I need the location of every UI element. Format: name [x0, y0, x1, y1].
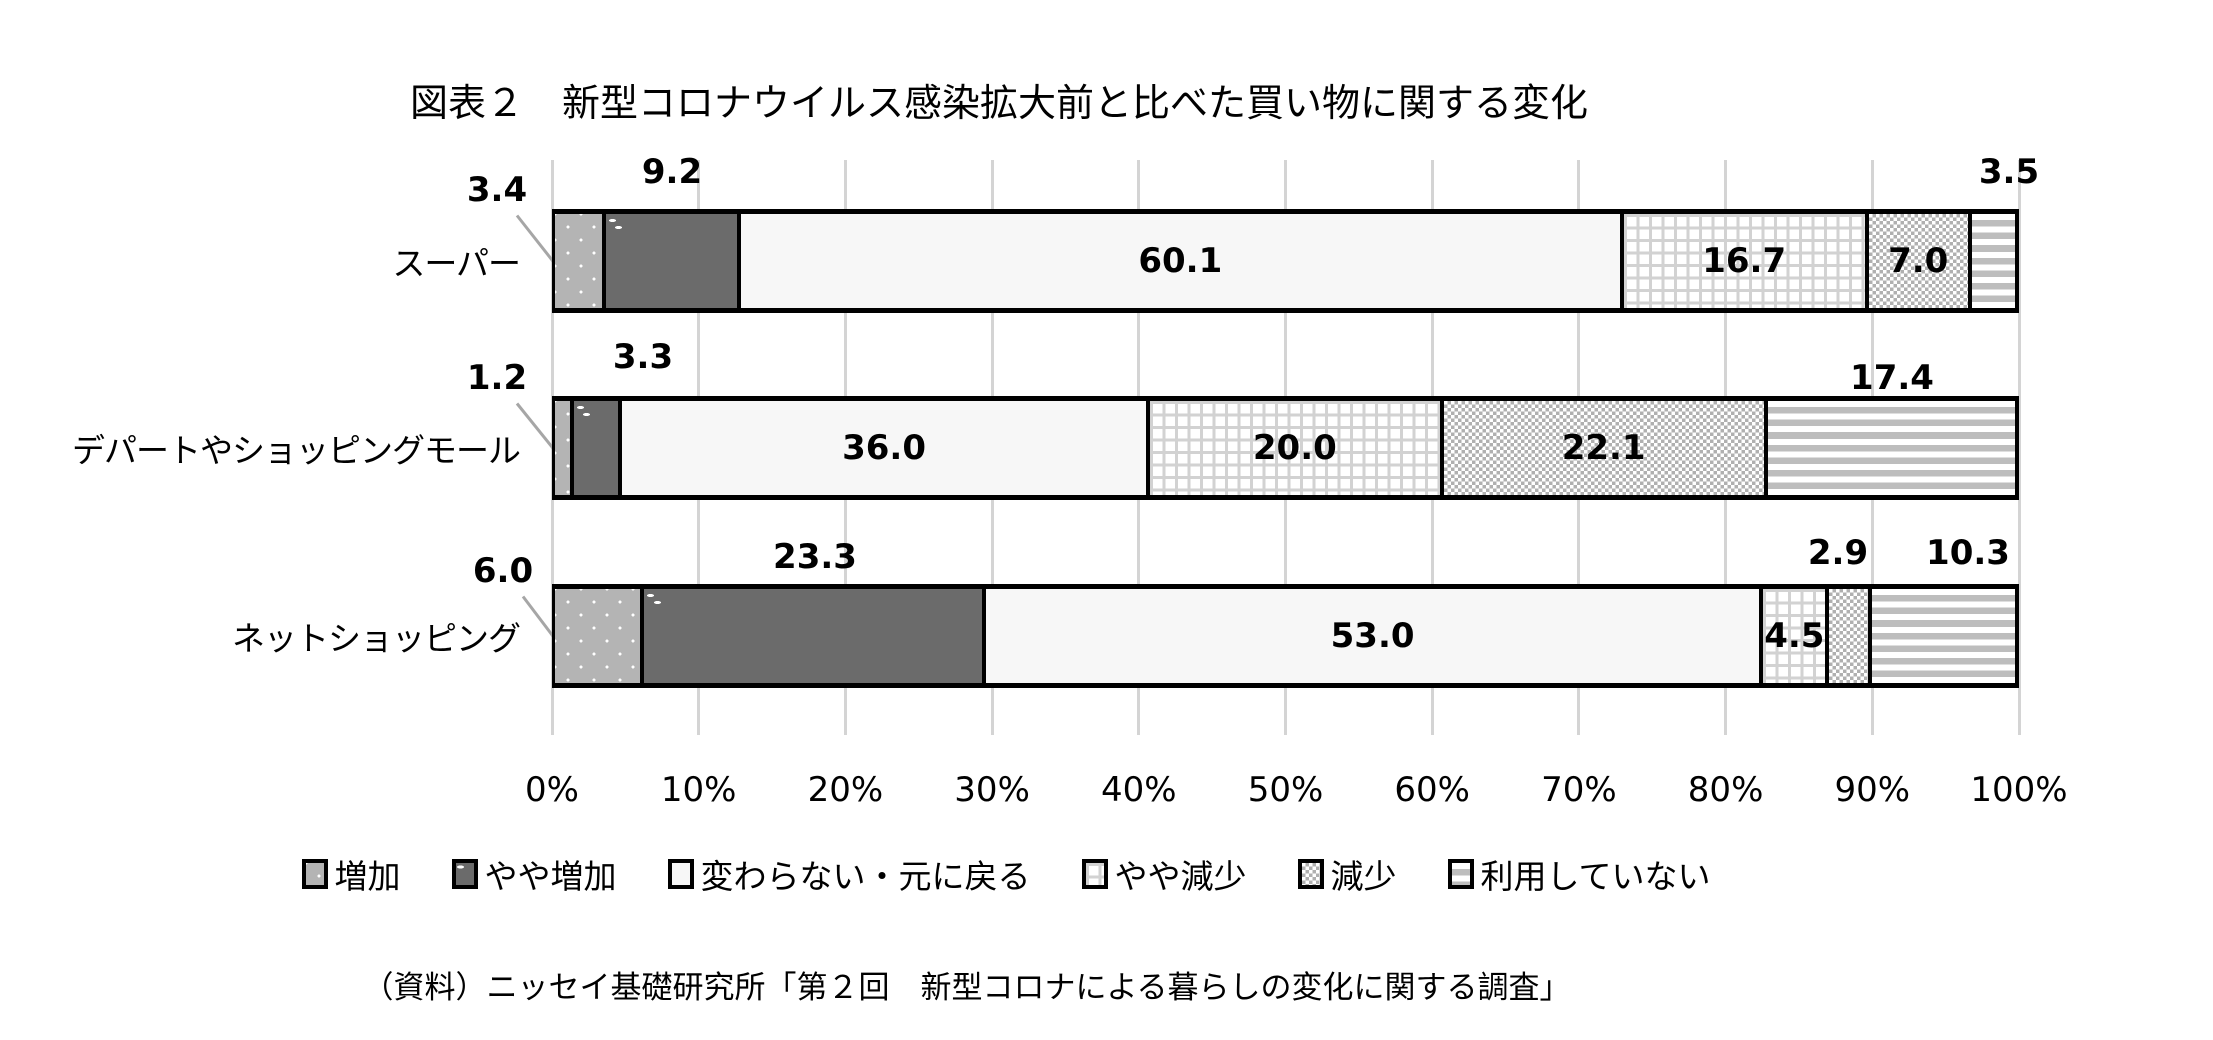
- legend-label: 増加: [334, 857, 401, 896]
- legend-item: 利用していない: [1448, 850, 1711, 898]
- legend-item: 減少: [1298, 850, 1396, 898]
- legend-item: やや減少: [1082, 850, 1246, 898]
- bar-segment: [1967, 214, 2019, 308]
- legend: 増加 やや増加 変わらない・元に戻る やや減少 減少 利用していない: [0, 850, 2213, 898]
- legend-swatch: [668, 859, 695, 889]
- legend-swatch: [302, 859, 329, 889]
- x-tick-label: 0%: [525, 770, 579, 810]
- value-label: 3.3: [612, 337, 674, 377]
- value-label: 1.2: [466, 358, 528, 398]
- legend-swatch: [1298, 859, 1325, 889]
- bar-segment: 36.0: [618, 401, 1147, 495]
- stacked-bar: 53.0 4.5: [552, 584, 2019, 688]
- category-label: ネットショッピング: [232, 619, 521, 658]
- gridline: [2017, 160, 2021, 735]
- value-label: 6.0: [472, 551, 534, 591]
- x-tick-label: 60%: [1394, 770, 1470, 810]
- value-label: 9.2: [641, 152, 703, 192]
- leader-line: [515, 214, 556, 264]
- value-label: 3.4: [466, 170, 528, 210]
- bar-segment: [640, 589, 982, 683]
- x-tick-label: 70%: [1541, 770, 1617, 810]
- x-tick-label: 100%: [1970, 770, 2068, 810]
- legend-item: やや増加: [452, 850, 616, 898]
- bar-segment: [601, 214, 738, 308]
- legend-label: 利用していない: [1480, 857, 1711, 896]
- bar-segment: 20.0: [1146, 401, 1440, 495]
- bar-segment: [552, 401, 570, 495]
- bar-segment: [1763, 401, 2019, 495]
- x-tick-label: 80%: [1687, 770, 1764, 810]
- legend-item: 増加: [302, 850, 400, 898]
- value-label: 36.0: [842, 428, 926, 468]
- value-label: 22.1: [1561, 428, 1646, 468]
- stacked-bar: 60.1 16.7 7.0: [552, 209, 2019, 313]
- bar-segment: [552, 214, 602, 308]
- chart-title: 図表２ 新型コロナウイルス感染拡大前と比べた買い物に関する変化: [409, 81, 1588, 125]
- bar-segment: 22.1: [1439, 401, 1764, 495]
- legend-label: やや増加: [484, 857, 617, 896]
- x-tick-label: 90%: [1834, 770, 1911, 810]
- legend-item: 変わらない・元に戻る: [668, 850, 1030, 898]
- x-tick-label: 50%: [1247, 770, 1324, 810]
- stacked-bar: 36.0 20.0 22.1: [552, 396, 2019, 500]
- legend-swatch: [452, 859, 479, 889]
- value-label: 3.5: [1978, 152, 2040, 192]
- value-label: 23.3: [773, 537, 857, 577]
- value-label: 7.0: [1888, 241, 1949, 281]
- bar-segment: 4.5: [1759, 589, 1826, 683]
- legend-swatch: [1448, 859, 1475, 889]
- x-tick-label: 30%: [954, 770, 1030, 810]
- legend-swatch: [1082, 859, 1109, 889]
- bar-segment: 60.1: [737, 214, 1620, 308]
- value-label: 20.0: [1252, 428, 1337, 468]
- bar-segment: [552, 589, 641, 683]
- leader-line: [515, 402, 556, 451]
- value-label: 2.9: [1807, 533, 1869, 573]
- value-label: 17.4: [1850, 358, 1934, 398]
- source-note: （資料）ニッセイ基礎研究所「第２回 新型コロナによる暮らしの変化に関する調査」: [362, 970, 1571, 1006]
- value-label: 60.1: [1138, 241, 1223, 281]
- bar-segment: [1867, 589, 2019, 683]
- legend-label: やや減少: [1114, 857, 1247, 896]
- bar-segment: 16.7: [1619, 214, 1865, 308]
- bar-segment: [1825, 589, 1868, 683]
- legend-label: 減少: [1330, 857, 1397, 896]
- x-tick-label: 10%: [660, 770, 737, 810]
- category-label: スーパー: [392, 244, 521, 283]
- value-label: 16.7: [1702, 241, 1787, 281]
- legend-label: 変わらない・元に戻る: [700, 857, 1031, 896]
- bar-segment: 53.0: [981, 589, 1760, 683]
- value-label: 10.3: [1926, 533, 2010, 573]
- value-label: 4.5: [1764, 616, 1825, 656]
- value-label: 53.0: [1330, 616, 1415, 656]
- x-tick-label: 40%: [1101, 770, 1177, 810]
- x-tick-label: 20%: [807, 770, 884, 810]
- bar-segment: [569, 401, 618, 495]
- category-label: デパートやショッピングモール: [72, 431, 521, 470]
- bar-segment: 7.0: [1864, 214, 1968, 308]
